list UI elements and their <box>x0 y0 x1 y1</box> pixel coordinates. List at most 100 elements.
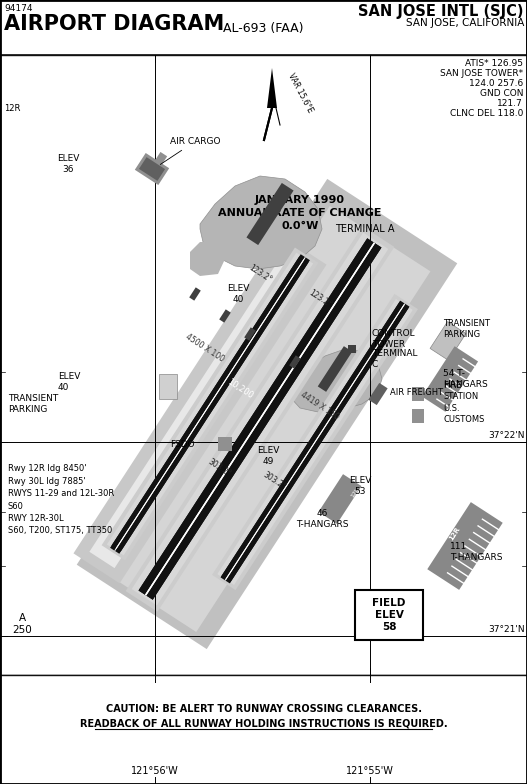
Bar <box>355 590 423 640</box>
Text: CAUTION: BE ALERT TO RUNWAY CROSSING CLEARANCES.: CAUTION: BE ALERT TO RUNWAY CROSSING CLE… <box>105 704 422 714</box>
Text: AIRPORT DIAGRAM: AIRPORT DIAGRAM <box>4 14 225 34</box>
Polygon shape <box>153 152 167 168</box>
Text: CONTROL
TOWER: CONTROL TOWER <box>372 329 416 349</box>
Text: SAN JOSE INTL (SJC): SAN JOSE INTL (SJC) <box>358 4 524 19</box>
Polygon shape <box>139 238 382 600</box>
Polygon shape <box>145 242 375 596</box>
Text: Rwy 12R ldg 8450'
Rwy 30L ldg 7885'
RWYS 11-29 and 12L-30R
S60
RWY 12R-30L
S60, : Rwy 12R ldg 8450' Rwy 30L ldg 7885' RWYS… <box>8 464 114 535</box>
Polygon shape <box>145 242 375 596</box>
Text: 111
T-HANGARS: 111 T-HANGARS <box>450 543 503 561</box>
Bar <box>0 0 527 55</box>
Text: SAN JOSE, CALIFORNIA: SAN JOSE, CALIFORNIA <box>406 18 524 28</box>
Text: AL-693 (FAA): AL-693 (FAA) <box>223 22 304 35</box>
Polygon shape <box>190 242 225 276</box>
Text: 37°22'N: 37°22'N <box>489 431 525 440</box>
Polygon shape <box>115 259 305 549</box>
Text: 30L: 30L <box>58 296 71 311</box>
Polygon shape <box>212 294 418 590</box>
Bar <box>0 675 527 784</box>
Text: TRANSIENT
PARKING: TRANSIENT PARKING <box>443 319 490 339</box>
Text: AIR FREIGHT: AIR FREIGHT <box>390 387 443 397</box>
Text: 94174: 94174 <box>4 4 33 13</box>
Text: FIELD
ELEV
58: FIELD ELEV 58 <box>372 598 406 632</box>
Text: U.S.
CUSTOMS: U.S. CUSTOMS <box>443 405 484 423</box>
Text: ANNUAL RATE OF CHANGE: ANNUAL RATE OF CHANGE <box>218 208 382 218</box>
Polygon shape <box>110 254 310 554</box>
Polygon shape <box>111 256 309 552</box>
Text: ELEV
49: ELEV 49 <box>257 446 279 466</box>
Polygon shape <box>114 257 306 551</box>
Bar <box>0 55 527 675</box>
Polygon shape <box>267 68 277 108</box>
Text: TERMINAL A: TERMINAL A <box>335 224 395 234</box>
Text: SAN JOSE TOWER*: SAN JOSE TOWER* <box>440 69 523 78</box>
Polygon shape <box>102 248 318 561</box>
Polygon shape <box>430 321 466 361</box>
Text: TRANSIENT
PARKING: TRANSIENT PARKING <box>8 394 58 414</box>
Text: ELEV
40: ELEV 40 <box>227 285 249 303</box>
Polygon shape <box>427 502 503 590</box>
Text: 124.0 257.6: 124.0 257.6 <box>469 79 523 88</box>
Text: GND CON: GND CON <box>480 89 523 98</box>
Polygon shape <box>135 153 169 185</box>
Text: ELEV
53: ELEV 53 <box>349 477 371 495</box>
Polygon shape <box>412 409 424 423</box>
Text: CLNC DEL 118.0: CLNC DEL 118.0 <box>450 109 523 118</box>
Polygon shape <box>189 287 201 301</box>
Text: 10,200: 10,200 <box>226 377 255 401</box>
Polygon shape <box>200 176 322 269</box>
Text: 30R: 30R <box>60 310 71 322</box>
Polygon shape <box>290 349 382 412</box>
Polygon shape <box>244 328 256 341</box>
Polygon shape <box>159 373 177 398</box>
Polygon shape <box>221 302 409 583</box>
Text: 12L: 12L <box>350 486 360 498</box>
Polygon shape <box>225 304 405 580</box>
Text: 54 T-
HANGARS: 54 T- HANGARS <box>443 369 488 389</box>
Text: FSDO: FSDO <box>170 440 195 448</box>
Text: ELEV
40: ELEV 40 <box>58 372 81 392</box>
Text: ELEV
36: ELEV 36 <box>57 154 79 174</box>
Text: 4500 X 100: 4500 X 100 <box>184 332 226 364</box>
Text: READBACK OF ALL RUNWAY HOLDING INSTRUCTIONS IS REQUIRED.: READBACK OF ALL RUNWAY HOLDING INSTRUCTI… <box>80 719 447 729</box>
Text: 123.2°: 123.2° <box>247 263 273 284</box>
Polygon shape <box>422 347 478 412</box>
Polygon shape <box>90 250 310 568</box>
Polygon shape <box>217 299 413 585</box>
Polygon shape <box>318 474 362 524</box>
Polygon shape <box>73 234 327 583</box>
Text: ATIS* 126.95: ATIS* 126.95 <box>465 59 523 68</box>
Polygon shape <box>132 233 388 605</box>
Text: 4419 X 150: 4419 X 150 <box>299 390 341 422</box>
Text: 29: 29 <box>175 355 184 365</box>
Text: 123.2°: 123.2° <box>307 288 333 309</box>
Text: 12R: 12R <box>4 103 20 112</box>
Polygon shape <box>318 347 352 392</box>
Polygon shape <box>218 437 232 451</box>
Text: 37°21'N: 37°21'N <box>489 625 525 634</box>
Polygon shape <box>368 383 388 405</box>
Text: 121.7: 121.7 <box>497 99 523 108</box>
Text: 303.2°: 303.2° <box>262 470 288 492</box>
Polygon shape <box>289 355 301 368</box>
Text: 121°55'W: 121°55'W <box>346 766 394 776</box>
Polygon shape <box>219 310 231 323</box>
Text: 0.0°W: 0.0°W <box>281 221 319 231</box>
Text: 303.2°: 303.2° <box>207 458 233 479</box>
Polygon shape <box>125 227 394 612</box>
Polygon shape <box>107 252 313 555</box>
Polygon shape <box>139 238 382 600</box>
Text: AIR CARGO: AIR CARGO <box>160 137 220 165</box>
Text: 11: 11 <box>446 519 454 528</box>
Polygon shape <box>220 300 409 583</box>
Polygon shape <box>348 345 356 353</box>
Polygon shape <box>247 183 294 245</box>
Text: VAR 15.6°E: VAR 15.6°E <box>286 72 314 114</box>
Text: TERMINAL
C: TERMINAL C <box>372 350 417 368</box>
Text: 12R: 12R <box>448 526 462 542</box>
Text: A
250: A 250 <box>12 613 32 635</box>
Polygon shape <box>225 303 405 581</box>
Polygon shape <box>139 157 165 181</box>
Polygon shape <box>77 179 457 649</box>
Text: 46
T-HANGARS: 46 T-HANGARS <box>296 510 348 528</box>
